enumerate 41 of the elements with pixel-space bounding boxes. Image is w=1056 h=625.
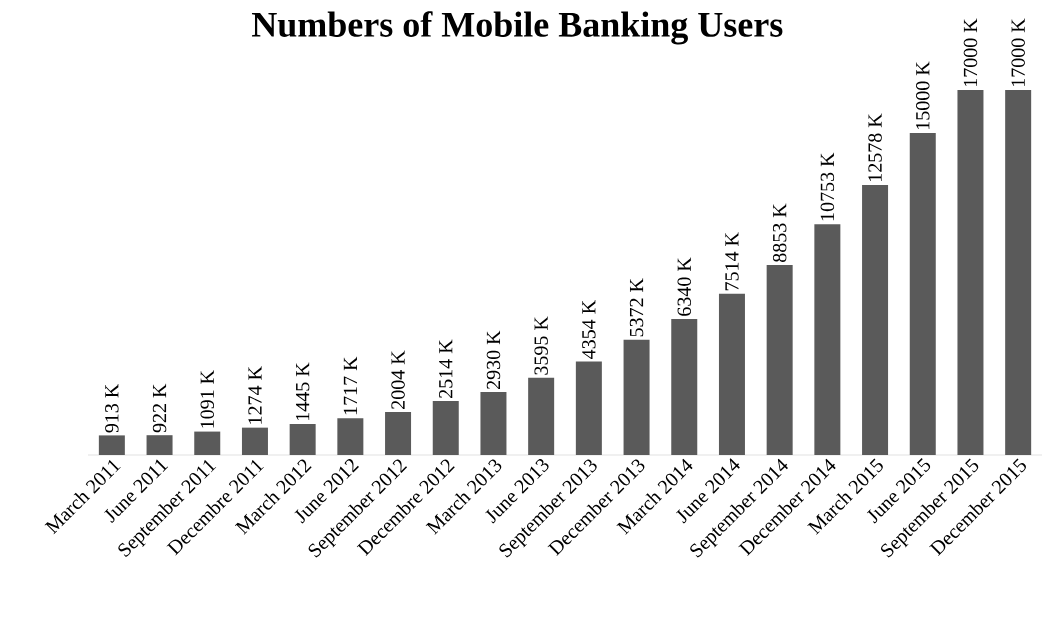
- chart-title: Numbers of Mobile Banking Users: [251, 11, 783, 45]
- data-label: 922 K: [152, 383, 167, 433]
- bar: [98, 435, 125, 455]
- bar: [575, 361, 602, 455]
- bar: [623, 339, 650, 455]
- data-label: 10753 K: [820, 152, 835, 221]
- data-label: 913 K: [105, 383, 119, 433]
- bar: [480, 392, 507, 455]
- data-label: 1091 K: [200, 370, 215, 428]
- bar: [1005, 90, 1032, 455]
- bar: [194, 431, 221, 455]
- data-label: 2514 K: [439, 339, 453, 398]
- bar: [146, 435, 173, 455]
- bar: [241, 427, 268, 455]
- bar: [766, 264, 793, 455]
- data-label: 7514 K: [725, 232, 739, 291]
- data-label: 17000 K: [963, 18, 978, 87]
- data-label: 15000 K: [916, 61, 930, 129]
- bar: [671, 318, 698, 455]
- data-label: 1445 K: [295, 362, 310, 421]
- bar: [528, 377, 555, 455]
- data-label: 5372 K: [629, 278, 644, 337]
- data-label: 17000 K: [1011, 18, 1025, 87]
- bar: [385, 411, 412, 455]
- data-label: 3595 K: [534, 316, 548, 375]
- bar: [432, 401, 459, 455]
- bar: [862, 184, 889, 455]
- bar: [909, 132, 936, 455]
- bar: [718, 293, 745, 455]
- data-label: 12578 K: [868, 113, 882, 181]
- data-label: 8853 K: [772, 203, 787, 262]
- bar: [814, 224, 841, 455]
- data-label: 2004 K: [391, 350, 405, 409]
- data-label: 4354 K: [582, 300, 596, 359]
- bar: [957, 90, 984, 455]
- data-label: 1274 K: [248, 366, 262, 424]
- data-label: 6340 K: [677, 257, 692, 316]
- data-label: 1717 K: [343, 356, 357, 415]
- bar: [337, 418, 364, 455]
- bar: [289, 423, 316, 455]
- data-label: 2930 K: [486, 330, 501, 390]
